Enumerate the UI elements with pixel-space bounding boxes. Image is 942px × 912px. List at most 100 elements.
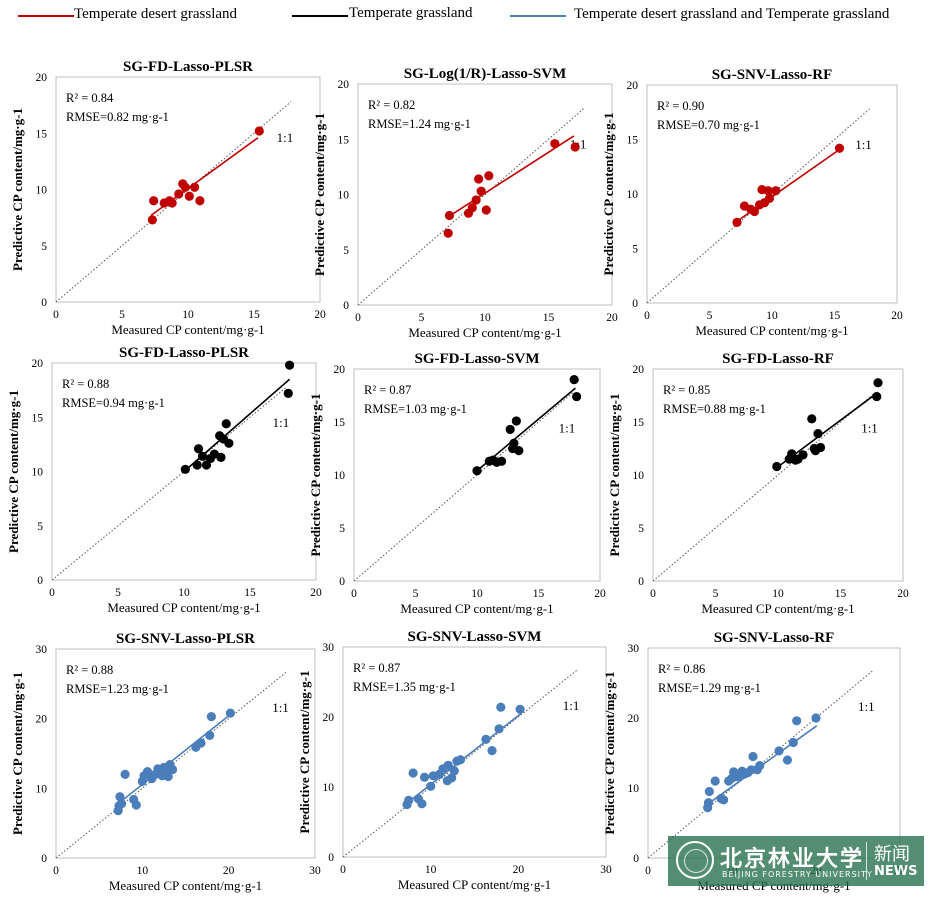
data-point [764, 193, 775, 203]
y-axis-label: Predictive CP content/mg·g-1 [297, 671, 312, 834]
fit-line [446, 135, 575, 219]
ratio-label: 1:1 [861, 420, 878, 435]
legend: Temperate desert grassland Temperate gra… [0, 0, 942, 30]
ratio-label: 1:1 [858, 699, 875, 714]
y-tick-label: 5 [37, 521, 43, 533]
x-tick-label: 15 [248, 309, 260, 321]
rmse-label: RMSE=0.82 mg·g-1 [66, 110, 169, 124]
r-squared-label: R² = 0.88 [62, 377, 109, 391]
data-point [147, 773, 157, 784]
y-tick-label: 10 [36, 185, 48, 197]
data-point [197, 451, 208, 461]
data-point [496, 702, 506, 712]
data-point [484, 171, 494, 181]
data-point [508, 443, 518, 454]
legend-swatch-temperate [292, 15, 348, 17]
ratio-label: 1:1 [559, 420, 576, 435]
data-point [515, 704, 525, 714]
data-point [716, 793, 726, 804]
y-tick-label: 5 [638, 523, 644, 535]
data-point [774, 746, 784, 756]
data-point [221, 419, 231, 429]
r-squared-label: R² = 0.86 [658, 662, 705, 676]
x-tick-label: 5 [713, 588, 719, 600]
plot-frame [647, 647, 901, 859]
fit-line [476, 387, 576, 472]
r-squared-label: R² = 0.87 [353, 661, 400, 675]
x-tick-label: 0 [351, 588, 357, 600]
y-tick-label: 20 [338, 79, 350, 91]
ratio-label: 1:1 [855, 137, 872, 152]
rmse-label: RMSE=1.03 mg·g-1 [364, 402, 467, 416]
data-point [784, 454, 794, 464]
y-tick-label: 10 [32, 467, 44, 479]
x-tick-label: 15 [533, 588, 545, 600]
y-axis-label: Predictive CP content/mg·g-1 [308, 394, 323, 557]
data-point [191, 742, 201, 752]
data-point [724, 776, 734, 786]
chart-title: SG-FD-Lasso-PLSR [119, 345, 249, 361]
ratio-label: 1:1 [563, 698, 580, 713]
fit-line [150, 137, 259, 217]
plot-frame [55, 648, 316, 859]
y-tick-label: 20 [32, 358, 44, 370]
y-tick-label: 0 [41, 853, 47, 865]
data-point [815, 442, 826, 453]
y-tick-label: 5 [343, 245, 349, 257]
chart-title: SG-FD-Lasso-PLSR [123, 59, 253, 75]
data-point [452, 756, 462, 766]
data-point [467, 203, 477, 213]
data-point [787, 449, 797, 459]
data-point [283, 388, 293, 398]
fit-line [775, 391, 879, 470]
r-squared-label: R² = 0.82 [368, 98, 415, 112]
data-point [413, 794, 423, 804]
reference-line-1to1 [55, 671, 287, 859]
data-point [428, 771, 438, 781]
x-tick-label: 0 [650, 588, 656, 600]
data-point [492, 457, 502, 467]
y-tick-label: 0 [41, 297, 47, 309]
y-axis-label: Predictive CP content/mg·g-1 [607, 394, 622, 557]
data-point [772, 461, 782, 472]
x-tick-label: 20 [513, 864, 525, 876]
data-point [484, 456, 494, 466]
x-tick-label: 0 [53, 865, 59, 877]
x-tick-label: 20 [606, 312, 618, 324]
x-tick-label: 20 [310, 587, 322, 599]
data-point [455, 755, 466, 765]
data-point [813, 429, 823, 439]
data-point [157, 771, 167, 781]
y-tick-label: 0 [343, 300, 349, 312]
y-tick-label: 20 [627, 80, 639, 92]
r-squared-label: R² = 0.87 [364, 383, 411, 397]
data-point [569, 375, 579, 385]
y-axis-label: Predictive CP content/mg·g-1 [10, 672, 25, 835]
y-tick-label: 0 [339, 576, 345, 588]
plot-frame [652, 368, 904, 582]
data-point [810, 446, 821, 456]
data-point [757, 185, 767, 195]
data-point [129, 794, 139, 805]
y-tick-label: 20 [36, 72, 48, 84]
data-point [463, 208, 474, 218]
fit-line [736, 149, 839, 222]
plot-frame [342, 646, 607, 858]
data-point [285, 360, 295, 370]
x-axis-label: Measured CP content/mg·g-1 [109, 878, 262, 893]
data-point [703, 798, 714, 808]
y-tick-label: 15 [36, 128, 48, 140]
chart-title: SG-SNV-Lasso-RF [712, 67, 833, 83]
y-tick-label: 30 [323, 642, 335, 654]
data-point [438, 764, 448, 774]
plot-frame [51, 362, 317, 581]
data-point [159, 762, 169, 773]
data-point [788, 737, 798, 748]
data-point [474, 174, 484, 184]
x-tick-label: 15 [244, 587, 256, 599]
